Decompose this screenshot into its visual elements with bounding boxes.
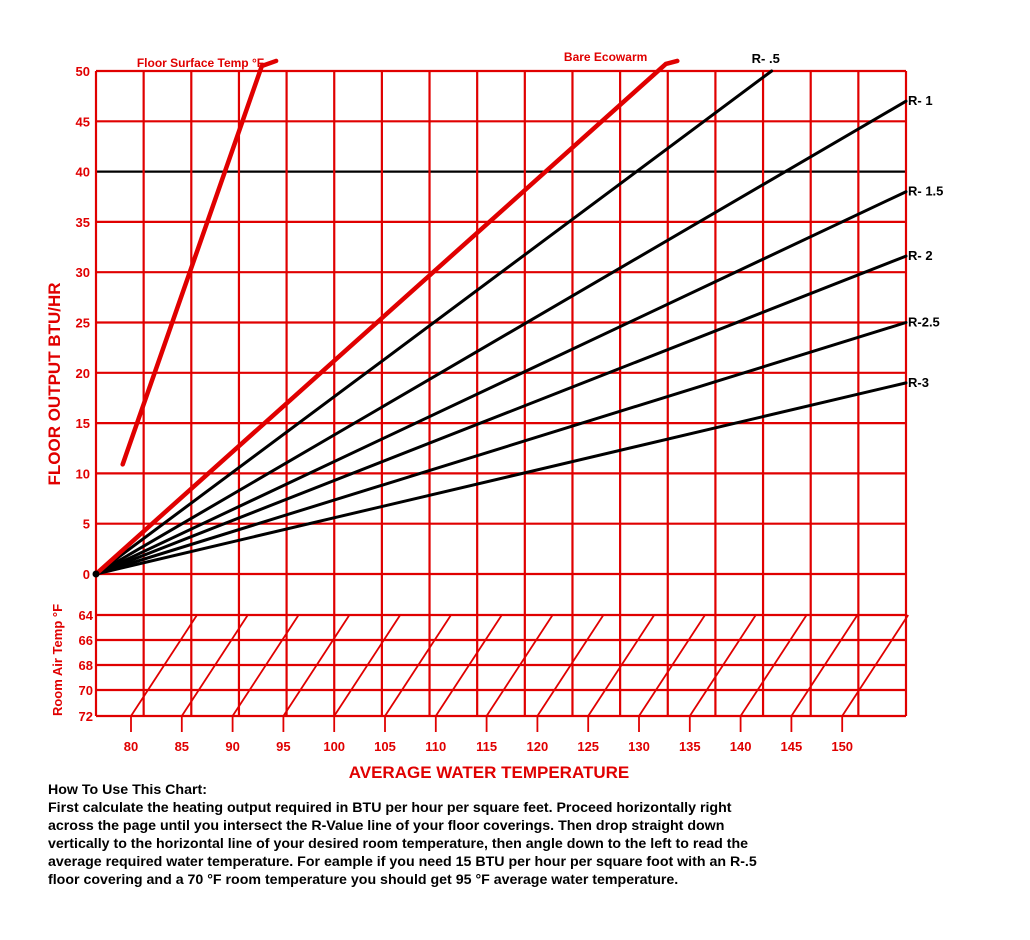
heating-output-chart: 0 5 10 15 20 25 30 35 40 45 50 64 66 68 70 72 80 85 90 95 10… xyxy=(45,50,944,780)
room-diagonal xyxy=(181,614,249,717)
series-labels: R- .5 R- 1 R- 1.5 R- 2 R-2.5 R-3 Bare Ecowarm F… xyxy=(137,50,944,390)
instructions-line: vertically to the horizontal line of you… xyxy=(48,836,749,852)
series-line xyxy=(94,254,908,576)
room-tick-label: 68 xyxy=(79,658,93,673)
room-diagonal xyxy=(435,614,503,717)
x-axis-title: AVERAGE WATER TEMPERATURE xyxy=(349,763,630,780)
instructions-line: across the page until you intersect the … xyxy=(48,818,725,834)
room-tick-label: 72 xyxy=(79,709,93,724)
room-diagonal xyxy=(485,614,554,717)
x-tick-label: 85 xyxy=(175,739,189,754)
x-tick-label: 120 xyxy=(527,739,549,754)
instructions-line: average required water temperature. For … xyxy=(48,854,757,870)
series-line xyxy=(120,58,279,467)
x-tick-label: 100 xyxy=(323,739,345,754)
y-tick-label: 40 xyxy=(76,165,90,180)
series-label: R- 2 xyxy=(908,248,933,263)
tick-labels: 0 5 10 15 20 25 30 35 40 45 50 64 66 68 70 72 80 85 90 95 10… xyxy=(76,64,854,754)
room-tick-label: 70 xyxy=(79,683,93,698)
room-diagonal xyxy=(739,614,808,717)
series-label: R- 1.5 xyxy=(908,184,943,199)
y-tick-label: 35 xyxy=(76,215,90,230)
origin-point xyxy=(92,570,100,578)
instructions-block: How To Use This Chart: First calculate t… xyxy=(48,781,928,889)
x-tick-label: 150 xyxy=(831,739,853,754)
y-tick-label: 10 xyxy=(76,466,90,481)
x-tick-label: 90 xyxy=(225,739,239,754)
x-tick-label: 115 xyxy=(476,739,497,754)
series-label: R-3 xyxy=(908,375,929,390)
x-tick-label: 80 xyxy=(124,739,138,754)
series-label: R-2.5 xyxy=(908,315,940,330)
series-label: R- .5 xyxy=(752,51,780,66)
series-line xyxy=(94,99,908,576)
y-tick-label: 20 xyxy=(76,366,90,381)
room-diagonal xyxy=(638,614,706,717)
y-tick-label: 45 xyxy=(76,114,90,129)
x-tick-label: 140 xyxy=(730,739,752,754)
series-line xyxy=(94,190,908,576)
room-diagonal xyxy=(689,614,757,717)
y-axis-title: FLOOR OUTPUT BTU/HR xyxy=(45,282,64,485)
x-tick-label: 125 xyxy=(577,739,599,754)
series-label: Bare Ecowarm xyxy=(564,50,647,64)
room-diagonal xyxy=(231,614,300,717)
y-tick-label: 50 xyxy=(76,64,90,79)
instructions-line: floor covering and a 70 °F room temperat… xyxy=(48,872,679,888)
x-tick-label: 110 xyxy=(425,739,446,754)
room-diagonal xyxy=(587,614,655,717)
room-diagonal xyxy=(790,614,859,717)
x-tick-label: 130 xyxy=(628,739,650,754)
room-axis-title: Room Air Temp °F xyxy=(50,604,65,716)
instructions-line: First calculate the heating output requi… xyxy=(48,800,732,816)
y-tick-label: 15 xyxy=(76,416,90,431)
room-diagonal xyxy=(282,614,351,717)
chart-series xyxy=(92,58,908,578)
instructions-heading: How To Use This Chart: xyxy=(48,782,207,798)
y-tick-label: 5 xyxy=(83,517,90,532)
room-diagonal xyxy=(841,614,909,717)
series-line xyxy=(94,69,774,576)
room-temp-grid xyxy=(96,613,909,732)
series-label: R- 1 xyxy=(908,93,933,108)
room-diagonal xyxy=(384,614,452,717)
series-line xyxy=(94,381,908,576)
series-line xyxy=(93,58,680,577)
x-tick-label: 95 xyxy=(276,739,290,754)
x-tick-label: 145 xyxy=(781,739,803,754)
x-tick-label: 105 xyxy=(374,739,396,754)
room-diagonal xyxy=(536,614,605,717)
series-label: Floor Surface Temp °F xyxy=(137,56,264,70)
room-tick-label: 64 xyxy=(79,608,94,623)
chart-grid xyxy=(94,69,908,716)
x-tick-label: 135 xyxy=(679,739,701,754)
y-tick-label: 30 xyxy=(76,265,90,280)
room-tick-label: 66 xyxy=(79,633,93,648)
series-line xyxy=(94,321,908,576)
room-diagonal xyxy=(130,614,198,717)
room-diagonal xyxy=(333,614,401,717)
y-tick-label: 25 xyxy=(76,316,90,331)
y-tick-label: 0 xyxy=(83,567,90,582)
